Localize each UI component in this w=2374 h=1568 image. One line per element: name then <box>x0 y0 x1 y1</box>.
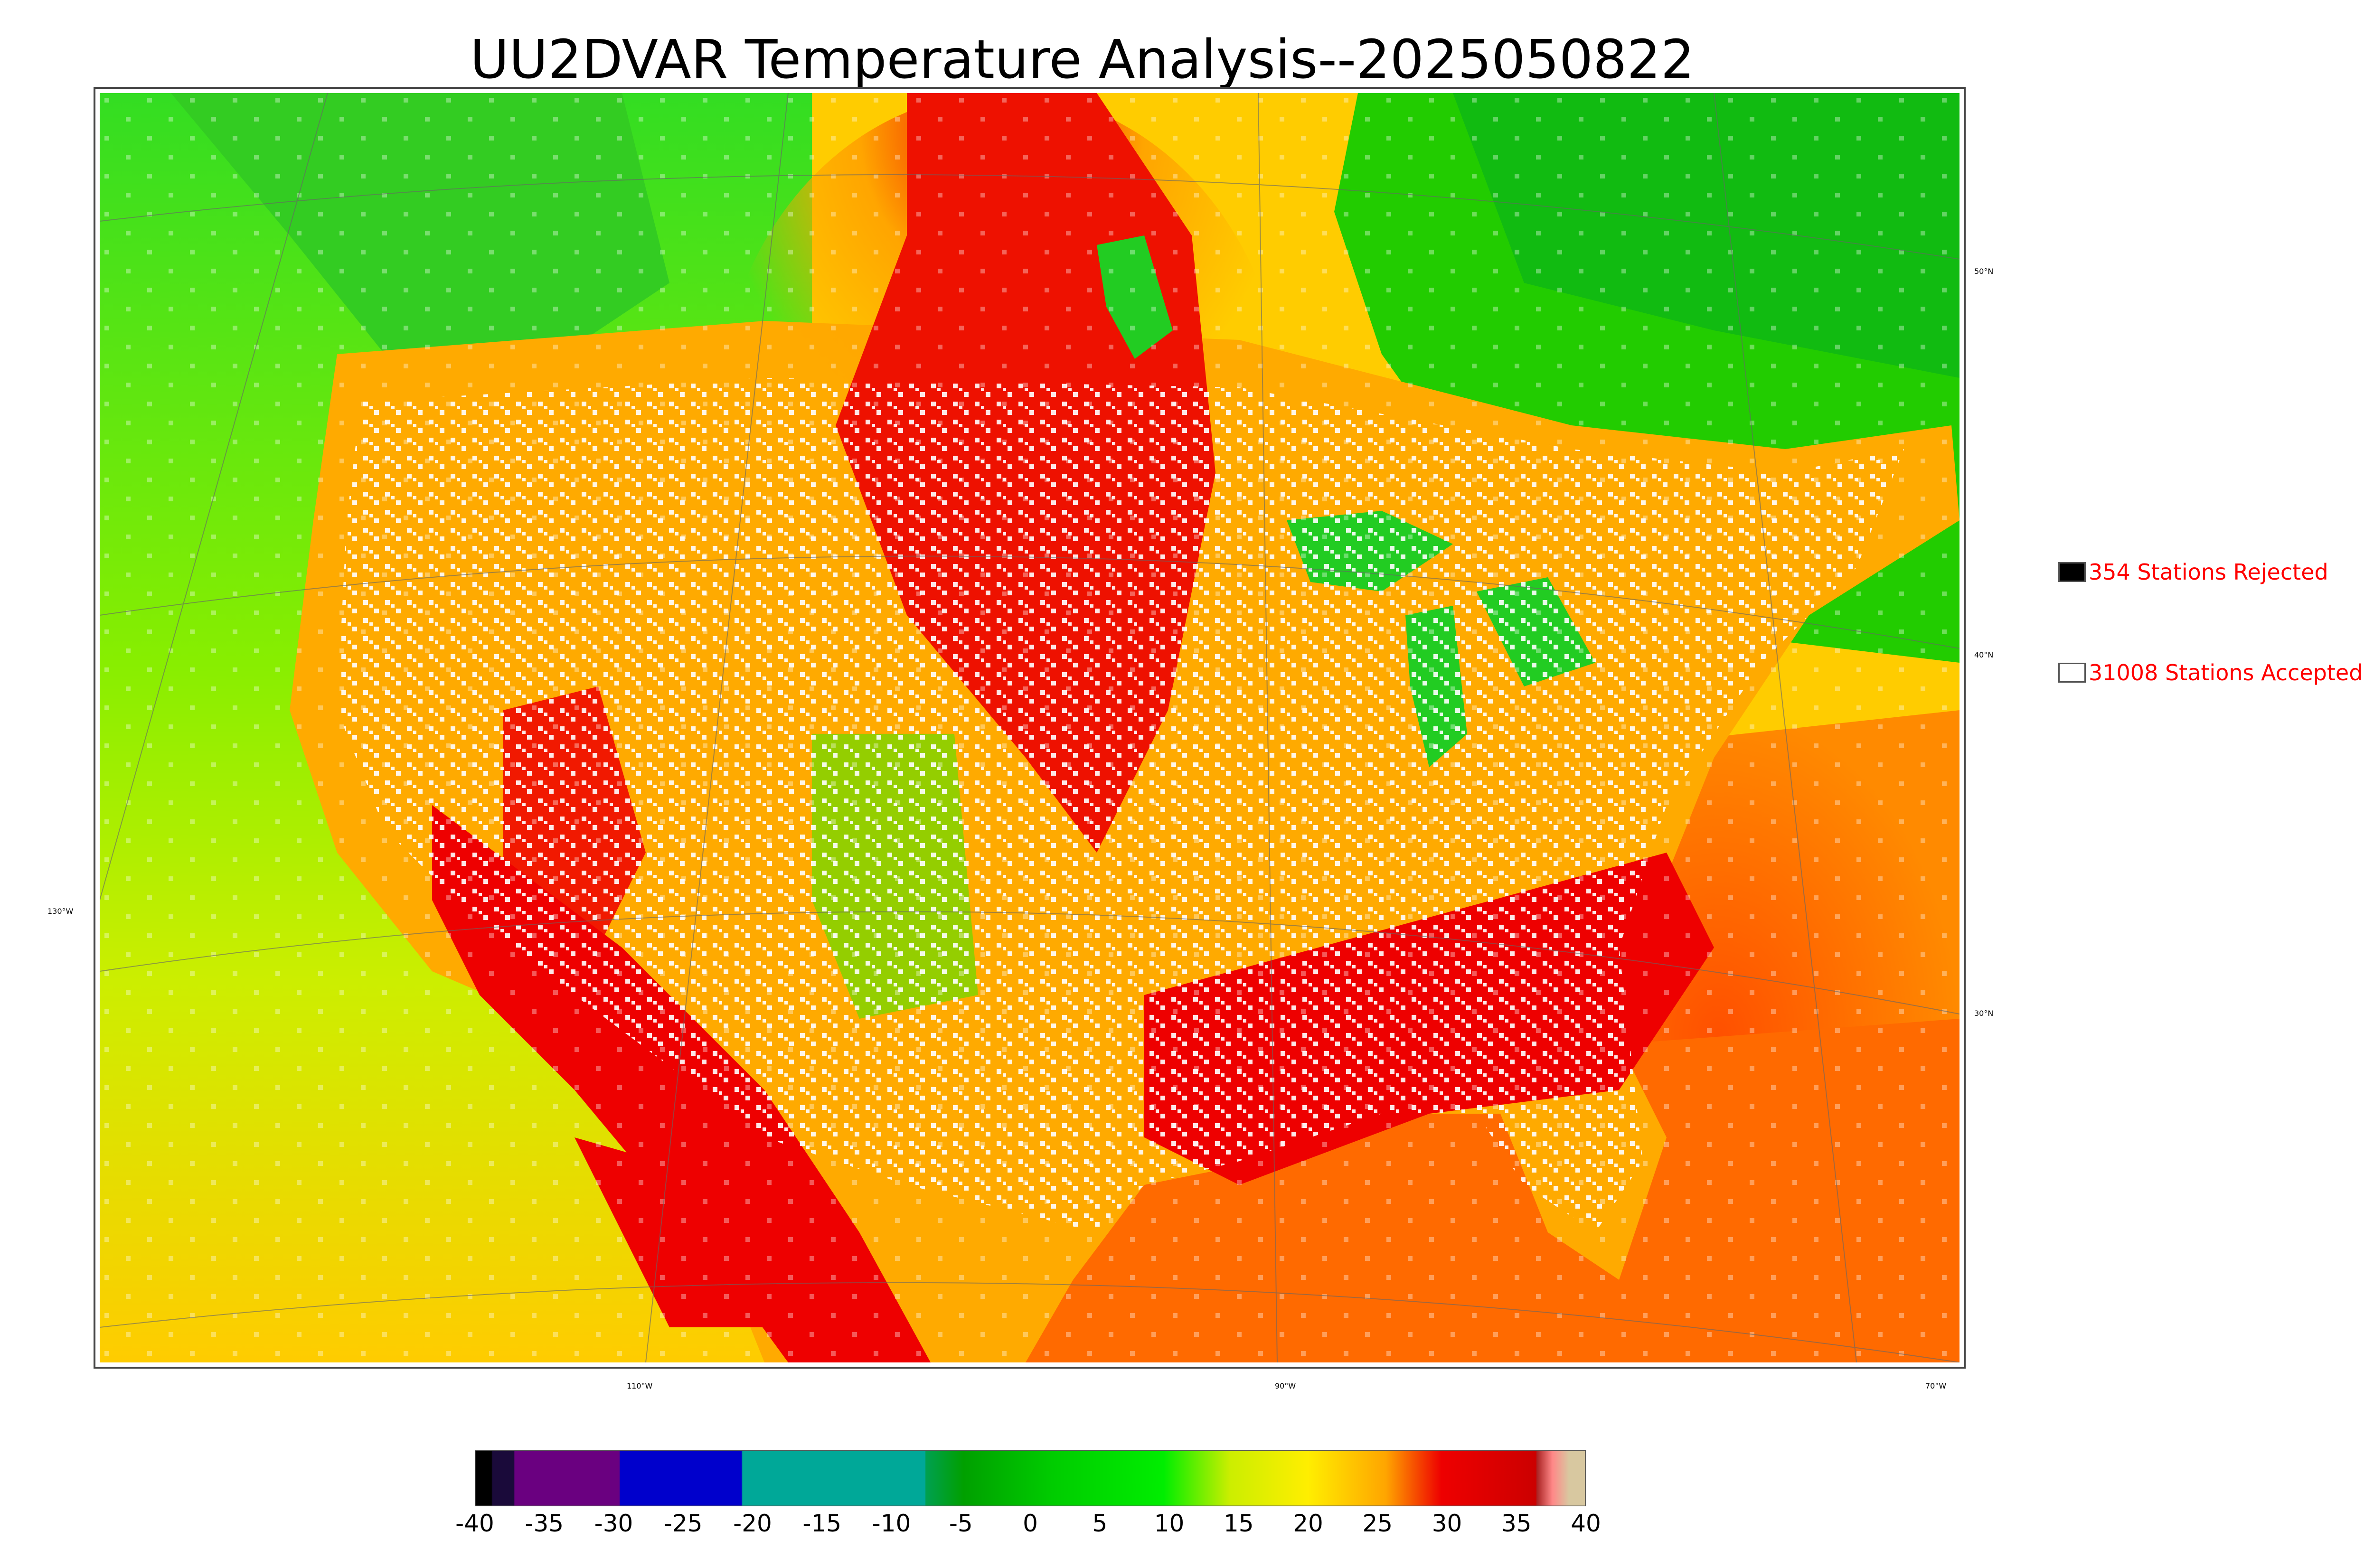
colorbar-tick-label: -25 <box>663 1510 703 1537</box>
colorbar-tick-label: 20 <box>1293 1510 1323 1537</box>
lon-label-70w: 70°W <box>1925 1381 1947 1390</box>
colorbar-tick-label: -15 <box>802 1510 842 1537</box>
colorbar-tick-label: -5 <box>949 1510 973 1537</box>
lat-label-40n: 40°N <box>1974 650 1994 659</box>
lon-label-110w: 110°W <box>627 1381 653 1390</box>
colorbar-tick-label: 5 <box>1092 1510 1108 1537</box>
accepted-swatch <box>2058 663 2086 683</box>
lon-label-130w: 130°W <box>47 907 74 916</box>
colorbar-tick-label: -10 <box>872 1510 911 1537</box>
colorbar-tick-label: 15 <box>1223 1510 1254 1537</box>
colorbar-tick-label: 10 <box>1154 1510 1185 1537</box>
colorbar-tick-label: -20 <box>733 1510 772 1537</box>
temperature-map <box>100 93 1959 1362</box>
lon-label-90w: 90°W <box>1275 1381 1296 1390</box>
lat-label-30n: 30°N <box>1974 1009 1994 1018</box>
colorbar-tick-label: -40 <box>455 1510 494 1537</box>
colorbar-tick-label: -30 <box>594 1510 633 1537</box>
legend-accepted: 31008 Stations Accepted <box>2058 660 2363 685</box>
map-title: UU2DVAR Temperature Analysis--2025050822 <box>470 29 1695 91</box>
colorbar-tick-label: 0 <box>1023 1510 1038 1537</box>
rejected-swatch <box>2058 562 2086 582</box>
colorbar <box>475 1450 1586 1506</box>
colorbar-tick-label: 30 <box>1432 1510 1462 1537</box>
colorbar-tick-label: 25 <box>1362 1510 1393 1537</box>
accepted-label: 31008 Stations Accepted <box>2089 660 2363 685</box>
legend-rejected: 354 Stations Rejected <box>2058 559 2328 585</box>
lat-label-50n: 50°N <box>1974 267 1994 276</box>
colorbar-tick-label: -35 <box>525 1510 564 1537</box>
rejected-label: 354 Stations Rejected <box>2089 559 2328 585</box>
colorbar-tick-label: 35 <box>1501 1510 1532 1537</box>
colorbar-tick-label: 40 <box>1571 1510 1601 1537</box>
